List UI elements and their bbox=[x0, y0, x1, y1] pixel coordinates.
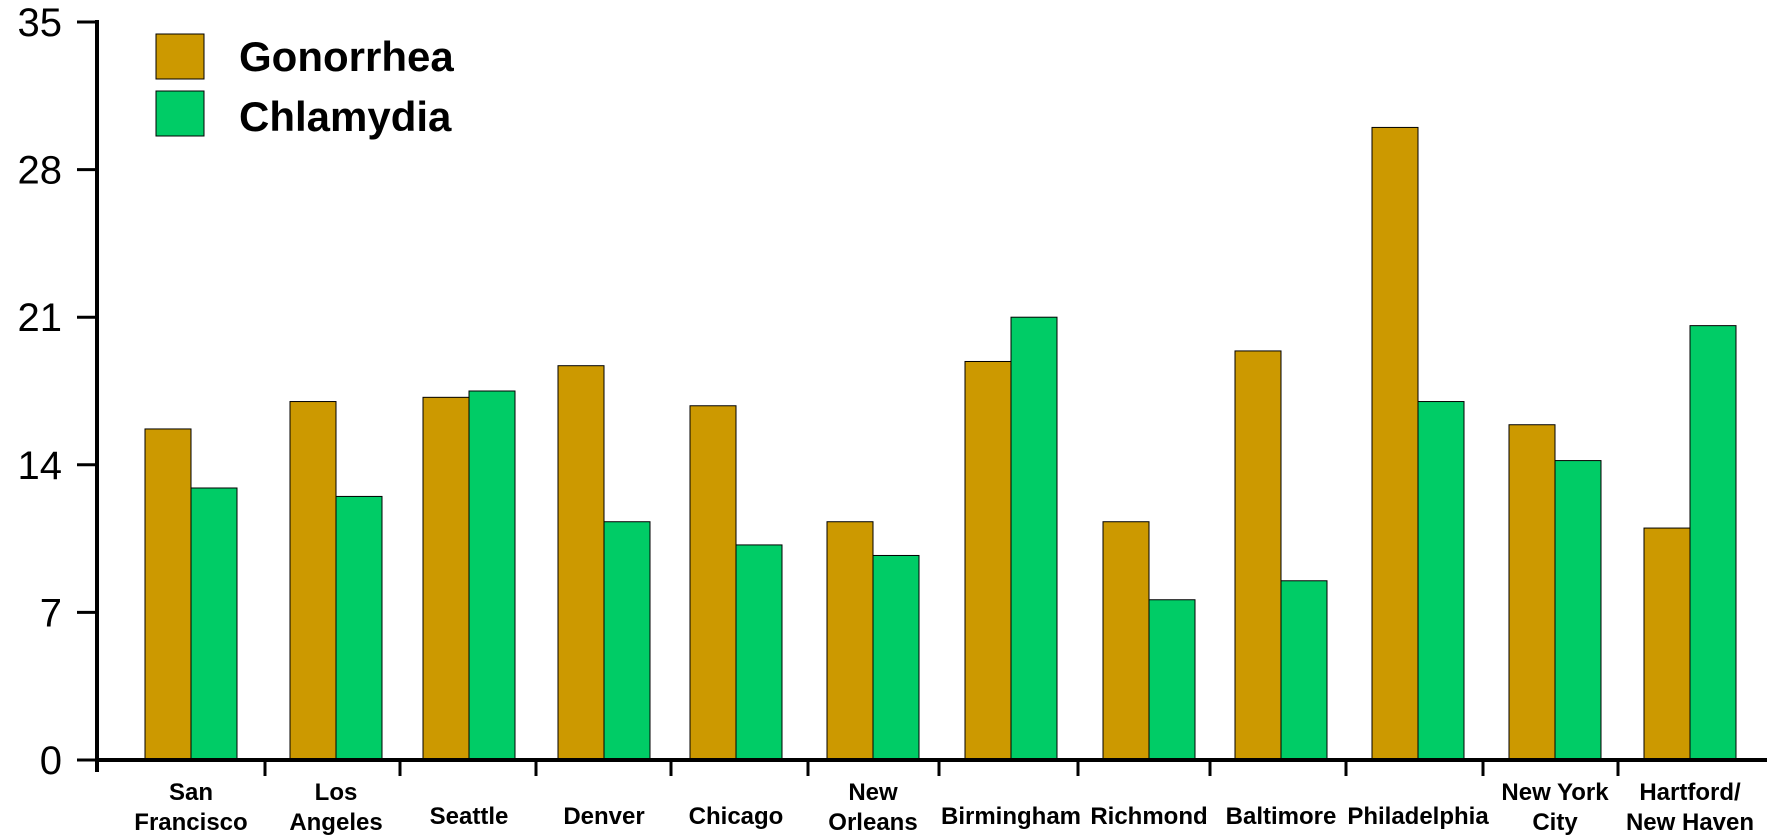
bar-chlamydia-11 bbox=[1689, 325, 1737, 761]
bar-gonorrhea-11 bbox=[1643, 527, 1691, 761]
bar-gonorrhea-10 bbox=[1508, 424, 1556, 761]
x-tick-label: Hartford/ bbox=[1639, 779, 1741, 806]
x-tick-label: Baltimore bbox=[1226, 803, 1337, 830]
y-tick-label: 35 bbox=[18, 1, 63, 45]
x-axis: San Francisco Los Angeles Seattle Denver Chica… bbox=[97, 758, 1767, 836]
x-tick-label: Chicago bbox=[689, 803, 784, 830]
legend: Gonorrhea Chlamydia bbox=[155, 33, 454, 140]
y-tick-label: 21 bbox=[18, 296, 63, 340]
bar-chlamydia-8 bbox=[1280, 580, 1328, 761]
bar-gonorrhea-4 bbox=[689, 405, 737, 761]
bar-chlamydia-5 bbox=[872, 554, 920, 761]
legend-swatch-chlamydia bbox=[155, 90, 205, 137]
bar-gonorrhea-5 bbox=[826, 521, 874, 761]
x-tick-label: Los bbox=[315, 779, 358, 806]
bar-chlamydia-0 bbox=[190, 487, 238, 761]
x-tick-label: Birmingham bbox=[941, 803, 1081, 830]
legend-label-chlamydia: Chlamydia bbox=[239, 93, 452, 140]
bar-gonorrhea-0 bbox=[144, 428, 192, 761]
x-tick-label: San bbox=[169, 779, 213, 806]
bar-gonorrhea-6 bbox=[964, 360, 1012, 761]
x-tick-label: Angeles bbox=[289, 809, 382, 836]
bar-chlamydia-10 bbox=[1554, 460, 1602, 761]
x-tick-label: Philadelphia bbox=[1347, 803, 1489, 830]
x-tick-label: Richmond bbox=[1090, 803, 1207, 830]
x-tick-label: New bbox=[848, 779, 898, 806]
y-tick-label: 28 bbox=[18, 149, 63, 193]
y-tick-label: 14 bbox=[18, 444, 63, 488]
x-tick-label: Orleans bbox=[828, 809, 917, 836]
legend-swatch-gonorrhea bbox=[155, 33, 205, 80]
bar-chlamydia-1 bbox=[335, 495, 383, 761]
x-tick-label: Francisco bbox=[134, 809, 247, 836]
bar-chlamydia-4 bbox=[735, 544, 783, 761]
x-tick-label: Seattle bbox=[430, 803, 509, 830]
bar-chlamydia-7 bbox=[1148, 599, 1196, 761]
bar-gonorrhea-2 bbox=[422, 396, 470, 761]
x-tick-label: City bbox=[1532, 809, 1578, 836]
bar-gonorrhea-1 bbox=[289, 401, 337, 761]
y-tick-label: 7 bbox=[40, 591, 62, 635]
bar-chlamydia-9 bbox=[1417, 401, 1465, 761]
legend-label-gonorrhea: Gonorrhea bbox=[239, 33, 454, 80]
bar-chlamydia-2 bbox=[468, 390, 516, 761]
x-tick-label: Denver bbox=[563, 803, 644, 830]
y-axis: 0 7 14 21 28 35 bbox=[18, 1, 99, 783]
bar-gonorrhea-3 bbox=[557, 365, 605, 761]
bar-chlamydia-3 bbox=[603, 521, 651, 761]
y-tick-label: 0 bbox=[40, 739, 62, 783]
bar-chlamydia-6 bbox=[1010, 316, 1058, 761]
x-tick-label: New Haven bbox=[1626, 809, 1754, 836]
bars bbox=[144, 126, 1737, 761]
bar-gonorrhea-9 bbox=[1371, 126, 1419, 761]
bar-gonorrhea-8 bbox=[1234, 350, 1282, 761]
bar-gonorrhea-7 bbox=[1102, 521, 1150, 761]
x-tick-label: New York bbox=[1501, 779, 1609, 806]
